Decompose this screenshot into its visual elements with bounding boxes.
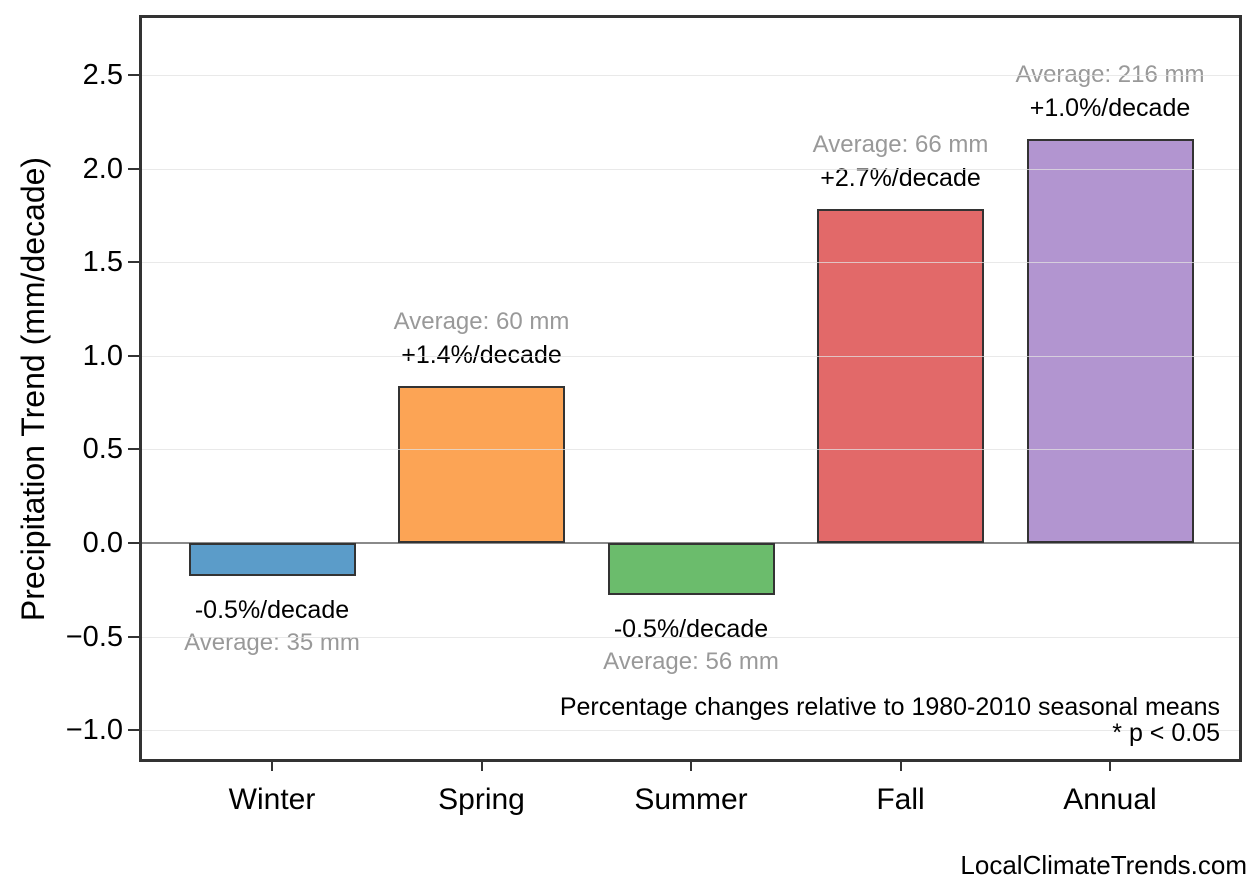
y-tick-label: 2.0 bbox=[82, 152, 123, 185]
footnote-line-1: Percentage changes relative to 1980-2010… bbox=[559, 693, 1220, 721]
y-tick-label: 1.5 bbox=[82, 246, 123, 279]
x-tick-mark bbox=[1109, 762, 1111, 771]
gridline bbox=[142, 75, 1239, 76]
y-tick-mark bbox=[128, 729, 139, 732]
gridline bbox=[142, 637, 1239, 638]
x-tick-mark bbox=[480, 762, 483, 771]
x-tick-label-winter: Winter bbox=[228, 783, 316, 816]
y-tick-label: −0.5 bbox=[65, 620, 123, 653]
bar-spring bbox=[398, 385, 565, 543]
y-tick-mark bbox=[128, 448, 139, 451]
y-tick-mark bbox=[128, 635, 139, 638]
x-tick-mark bbox=[271, 762, 273, 771]
y-tick-label: 2.5 bbox=[82, 59, 123, 91]
bar-fall bbox=[817, 209, 984, 543]
bar-summer bbox=[607, 543, 775, 596]
x-tick-mark bbox=[899, 762, 902, 771]
bar-pct-label: +2.7%/decade bbox=[820, 164, 981, 193]
bar-avg-label: Average: 216 mm bbox=[1015, 60, 1205, 88]
bar-pct-label: -0.5%/decade bbox=[194, 595, 350, 624]
y-tick-mark bbox=[128, 74, 139, 76]
y-tick-label: 0.5 bbox=[82, 433, 123, 466]
watermark: LocalClimateTrends.com bbox=[960, 850, 1247, 880]
x-tick-label-fall: Fall bbox=[876, 783, 925, 816]
bar-pct-label: +1.4%/decade bbox=[401, 340, 562, 369]
x-tick-label-summer: Summer bbox=[634, 783, 748, 816]
gridline bbox=[142, 449, 1239, 450]
gridline bbox=[142, 730, 1239, 731]
y-tick-label: 1.0 bbox=[82, 339, 123, 372]
x-tick-label-annual: Annual bbox=[1063, 783, 1157, 816]
bar-avg-label: Average: 56 mm bbox=[603, 648, 779, 676]
bar-avg-label: Average: 35 mm bbox=[184, 628, 360, 656]
bar-pct-label: -0.5%/decade bbox=[613, 615, 769, 644]
y-tick-label: −1.0 bbox=[65, 714, 123, 747]
footnote-line-2: * p < 0.05 bbox=[1112, 719, 1220, 747]
bar-avg-label: Average: 60 mm bbox=[393, 307, 570, 335]
bar-pct-label: +1.0%/decade bbox=[1029, 93, 1191, 122]
y-tick-label: 0.0 bbox=[82, 527, 123, 559]
bar-annual bbox=[1026, 138, 1194, 543]
bar-avg-label: Average: 66 mm bbox=[812, 131, 989, 159]
gridline bbox=[142, 169, 1239, 170]
y-tick-mark bbox=[128, 261, 139, 264]
x-tick-label-spring: Spring bbox=[438, 783, 525, 816]
y-tick-mark bbox=[128, 354, 139, 357]
y-tick-mark bbox=[128, 542, 139, 544]
gridline bbox=[142, 262, 1239, 263]
gridline bbox=[142, 356, 1239, 357]
bar-winter bbox=[188, 543, 356, 576]
plot-area: -0.5%/decade Average: 35 mm +1.4%/decade Av… bbox=[139, 15, 1242, 762]
y-tick-mark bbox=[128, 167, 139, 170]
gridlines-layer bbox=[142, 18, 1239, 759]
x-tick-mark bbox=[690, 762, 692, 771]
